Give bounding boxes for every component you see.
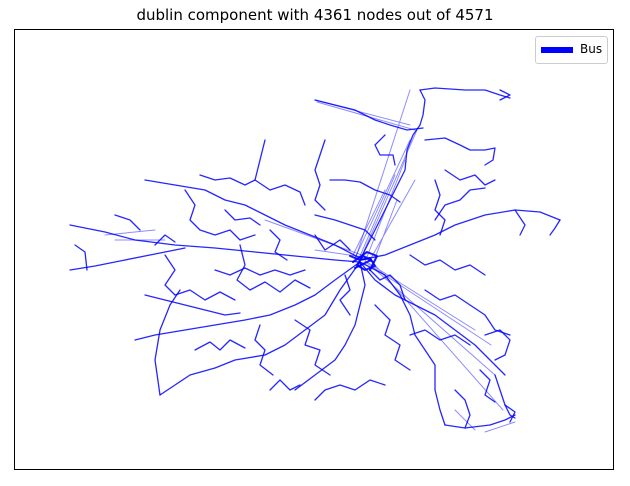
legend: Bus — [535, 36, 608, 64]
map-frame — [14, 29, 614, 470]
legend-swatch-bus — [541, 47, 573, 53]
main-routes — [69, 87, 561, 429]
legend-label-bus: Bus — [580, 42, 603, 56]
map-title: dublin component with 4361 nodes out of … — [136, 6, 494, 24]
city-centre-cluster — [349, 251, 378, 271]
bus-routes — [69, 87, 561, 433]
bus-network-map — [69, 87, 561, 433]
